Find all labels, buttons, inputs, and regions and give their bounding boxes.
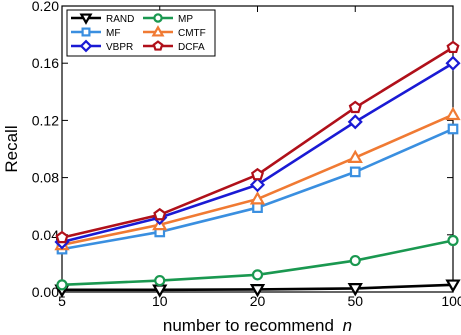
y-tick-label-3: 0.12 [32,112,59,128]
y-tick-label-5: 0.20 [32,0,59,14]
legend-marker-rand [79,13,93,25]
legend-item-rand: RAND [71,13,134,25]
point-mp-1 [154,274,166,287]
series-mp [56,234,459,291]
point-mf-4 [447,123,459,135]
legend-item-mf: MF [71,27,120,39]
y-tick-label-4: 0.16 [32,55,59,71]
series-line-vbpr [61,62,454,244]
x-tick-label-4: 100 [441,293,461,309]
legend-label-cmtf: CMTF [178,28,206,39]
point-vbpr-2 [249,177,266,193]
legend-marker-cmtf [151,25,165,37]
point-mp-2 [251,269,264,281]
point-dcfa-3 [348,100,362,114]
point-cmtf-3 [347,149,363,163]
y-tick-label-0: 0.00 [32,284,59,300]
x-tick-label-2: 20 [250,293,266,309]
y-tick-label-2: 0.08 [32,170,59,186]
point-dcfa-4 [446,40,460,54]
legend-label-rand: RAND [106,14,134,25]
x-tick-label-1: 10 [152,293,168,309]
legend-label-mp: MP [178,14,193,25]
point-cmtf-2 [249,191,266,205]
legend-label-vbpr: VBPR [106,42,133,53]
x-tick-label-3: 50 [347,293,363,309]
point-vbpr-3 [347,114,363,130]
point-dcfa-0 [55,230,69,244]
legend: RAND MP MF CMTF VBPR DCFA [66,9,216,57]
point-mp-4 [447,234,459,247]
x-axis-label-text: number to recommend [163,316,334,335]
legend-item-cmtf: CMTF [143,25,206,39]
y-tick-label-1: 0.04 [32,227,59,243]
series-layer [54,40,461,298]
legend-marker-vbpr [79,39,93,53]
x-axis-label-var: n [343,316,352,335]
legend-item-dcfa: DCFA [143,40,205,53]
y-axis-label: Recall [2,125,21,172]
legend-marker-mp [153,13,163,23]
legend-item-vbpr: VBPR [71,39,133,53]
point-vbpr-4 [445,55,461,71]
point-mf-3 [349,166,361,178]
x-tick-label-0: 5 [58,293,66,309]
point-rand-3 [347,283,363,297]
point-mf-2 [252,202,263,213]
legend-label-dcfa: DCFA [178,42,205,53]
point-rand-4 [445,279,461,293]
point-cmtf-4 [445,106,461,121]
x-axis-label: number to recommend n [163,316,352,335]
series-dcfa [55,40,460,244]
point-dcfa-2 [250,167,265,181]
legend-label-mf: MF [106,28,120,39]
point-mp-3 [349,254,361,267]
point-rand-2 [249,284,266,298]
legend-marker-mf [81,27,91,37]
legend-marker-dcfa [152,40,164,51]
legend-item-mp: MP [143,13,193,25]
point-mp-0 [56,279,68,291]
point-dcfa-1 [153,207,167,221]
